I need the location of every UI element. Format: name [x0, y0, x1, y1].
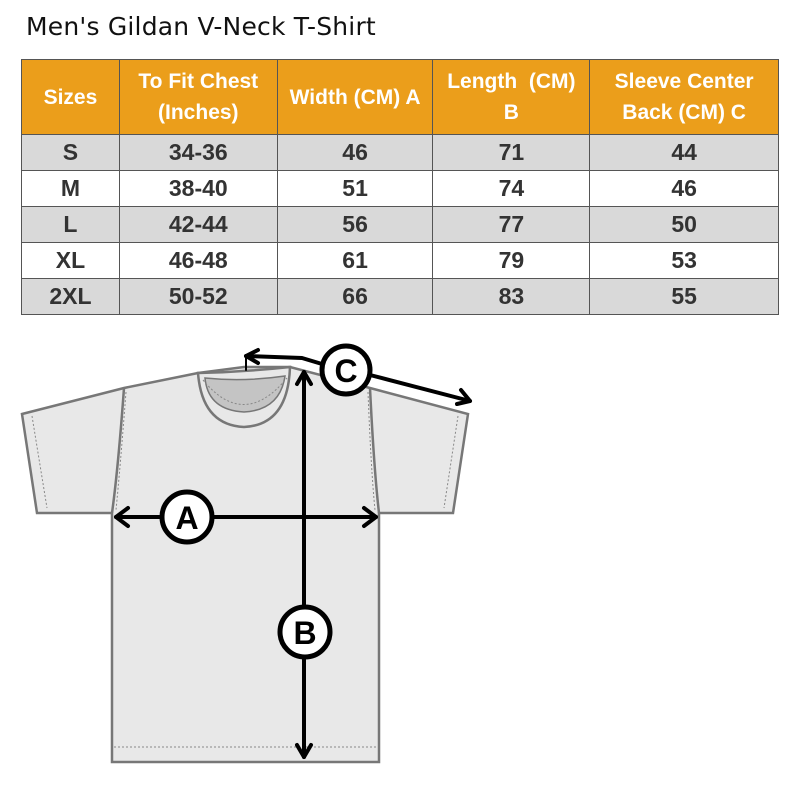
table-cell: S — [21, 134, 120, 171]
svg-text:A: A — [175, 500, 198, 536]
size-chart-table: Sizes To Fit Chest (Inches) Width (CM) A … — [21, 59, 779, 315]
table-row: S 34-36 46 71 44 — [21, 134, 779, 171]
table-cell: M — [21, 170, 120, 207]
table-row: 2XL 50-52 66 83 55 — [21, 278, 779, 315]
table-cell: 83 — [432, 278, 591, 315]
table-cell: XL — [21, 242, 120, 279]
label-a-badge: A — [159, 489, 215, 545]
table-cell: 50-52 — [118, 278, 278, 315]
table-cell: 38-40 — [118, 170, 278, 207]
label-b-badge: B — [277, 604, 333, 660]
table-cell: 74 — [432, 170, 591, 207]
table-cell: 71 — [432, 134, 591, 171]
tshirt-icon — [20, 365, 470, 764]
table-cell: 42-44 — [118, 206, 278, 243]
header-sleeve: Sleeve Center Back (CM) C — [589, 59, 779, 135]
table-cell: 34-36 — [118, 134, 278, 171]
svg-text:C: C — [334, 353, 357, 389]
svg-text:B: B — [293, 615, 316, 651]
page-title: Men's Gildan V-Neck T-Shirt — [26, 12, 376, 41]
table-row: XL 46-48 61 79 53 — [21, 242, 779, 279]
table-cell: 53 — [589, 242, 779, 279]
table-cell: 79 — [432, 242, 591, 279]
table-row: M 38-40 51 74 46 — [21, 170, 779, 207]
table-cell: 56 — [276, 206, 434, 243]
label-c-badge: C — [319, 343, 373, 397]
header-chest: To Fit Chest (Inches) — [118, 59, 278, 135]
table-header-row: Sizes To Fit Chest (Inches) Width (CM) A … — [21, 59, 779, 135]
header-width: Width (CM) A — [276, 59, 434, 135]
table-cell: 55 — [589, 278, 779, 315]
table-cell: 46-48 — [118, 242, 278, 279]
header-sizes: Sizes — [21, 59, 120, 135]
table-cell: 61 — [276, 242, 434, 279]
table-cell: 46 — [276, 134, 434, 171]
table-cell: L — [21, 206, 120, 243]
header-length: Length (CM) B — [432, 59, 591, 135]
table-cell: 44 — [589, 134, 779, 171]
table-cell: 2XL — [21, 278, 120, 315]
table-cell: 51 — [276, 170, 434, 207]
sleeve-arrow — [244, 354, 324, 366]
table-cell: 77 — [432, 206, 591, 243]
